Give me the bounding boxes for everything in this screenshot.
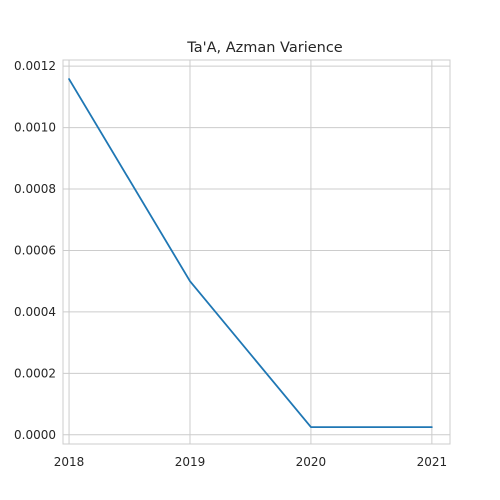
x-tick-label: 2021 xyxy=(417,455,448,469)
series-line xyxy=(68,78,433,429)
y-tick-label: 0.0002 xyxy=(14,366,56,380)
plot-frame xyxy=(62,59,451,445)
y-tick-label: 0.0000 xyxy=(14,428,56,442)
y-tick-label: 0.0006 xyxy=(14,243,56,257)
series-layer xyxy=(68,78,433,429)
x-tick-label: 2018 xyxy=(54,455,85,469)
y-tick-label: 0.0010 xyxy=(14,121,56,135)
tick-labels: 0.0000 0.0002 0.0004 0.0006 0.0008 0.0010 0.00… xyxy=(14,59,447,469)
x-tick-label: 2019 xyxy=(175,455,206,469)
grid-lines xyxy=(63,60,450,444)
chart-title: Ta'A, Azman Varience xyxy=(186,40,343,56)
x-tick-label: 2020 xyxy=(296,455,327,469)
y-tick-label: 0.0008 xyxy=(14,182,56,196)
y-tick-label: 0.0004 xyxy=(14,305,56,319)
y-tick-label: 0.0012 xyxy=(14,59,56,73)
